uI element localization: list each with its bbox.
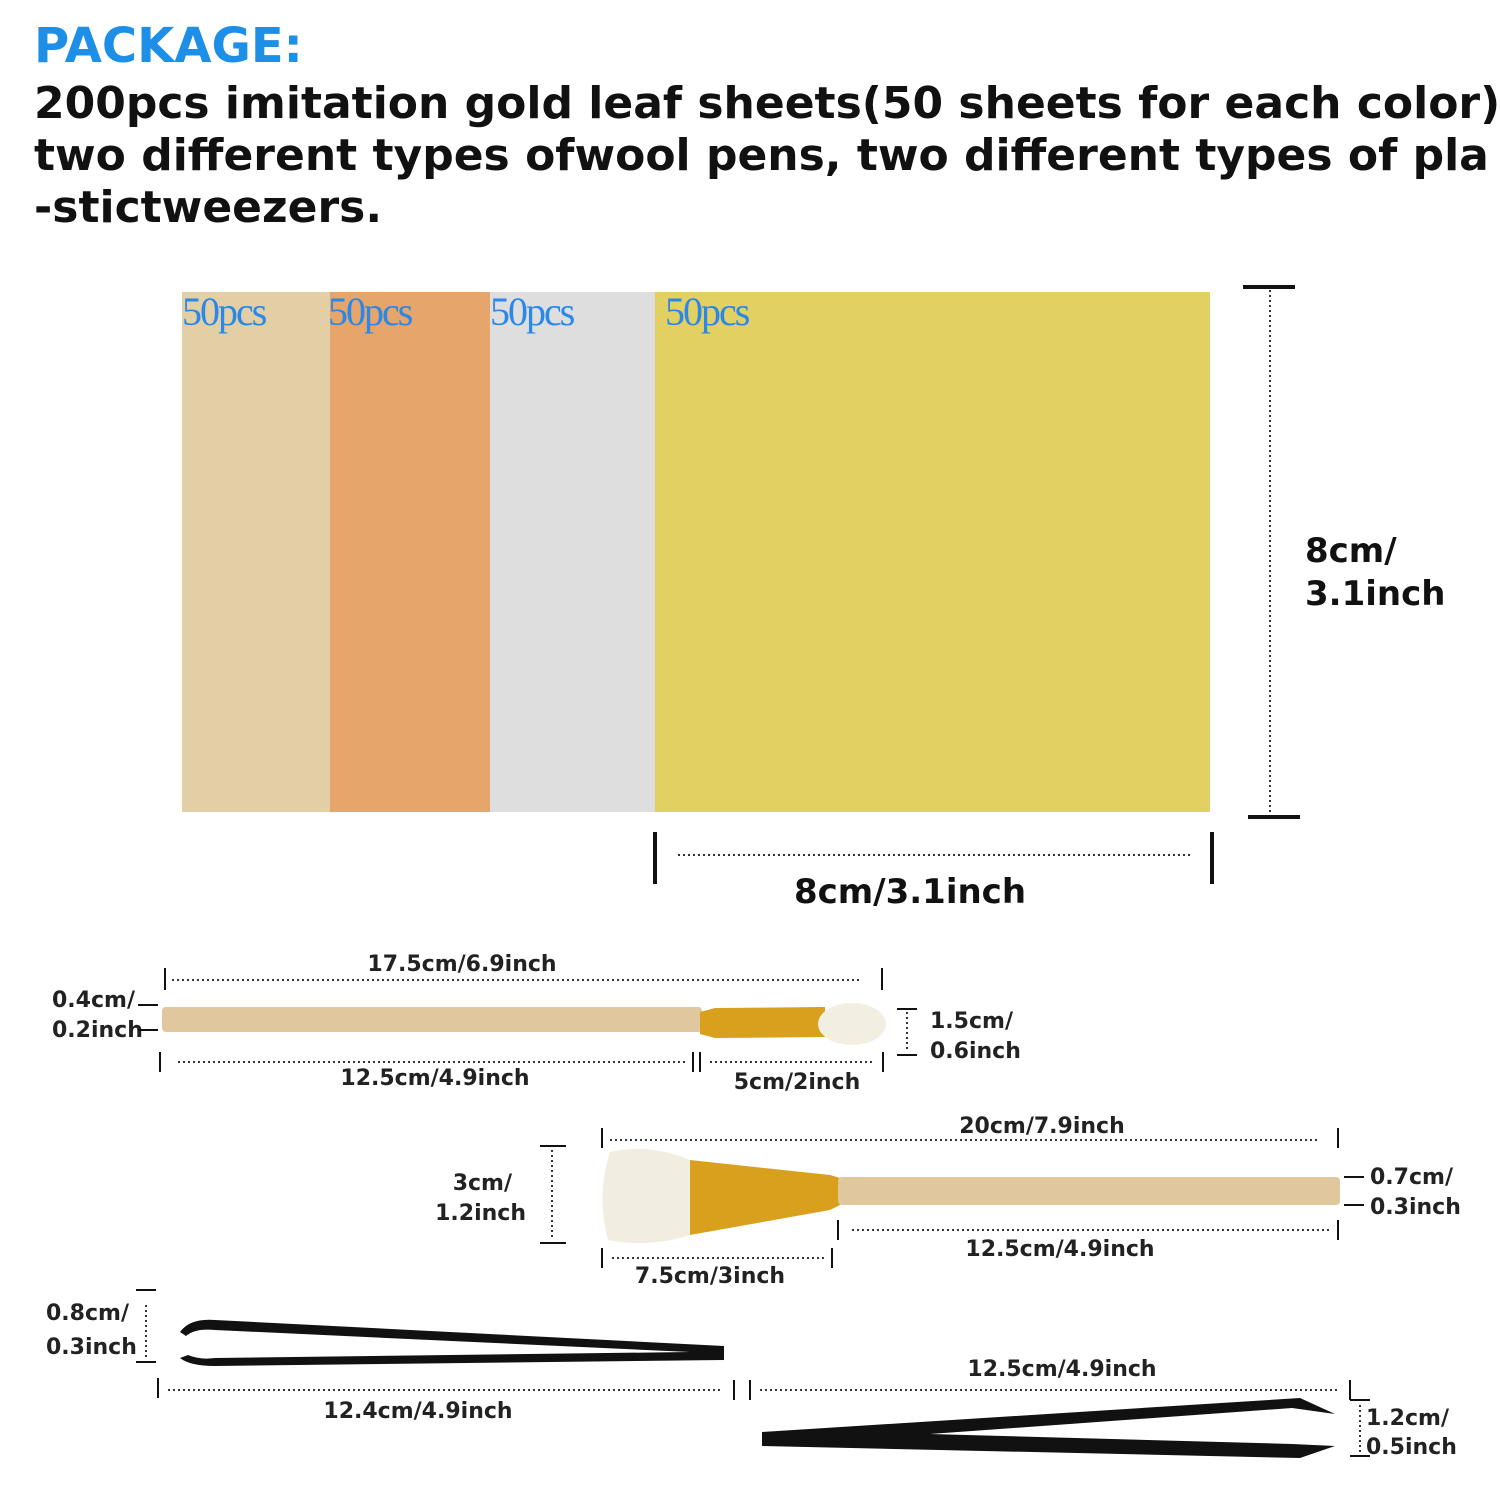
dimension-label: 8cm/ — [1305, 531, 1397, 571]
dimension-label: 0.3inch — [1370, 1195, 1461, 1220]
dimension-label: 12.5cm/4.9inch — [967, 1357, 1156, 1382]
title: PACKAGE: — [34, 18, 303, 74]
dimension-label: 1.2cm/ — [1366, 1406, 1450, 1431]
dimension-label: 3cm/ — [453, 1171, 513, 1196]
dimension-label: 0.6inch — [930, 1039, 1021, 1064]
dimension-label: 0.8cm/ — [46, 1301, 130, 1326]
sheet-label: 50pcs — [490, 289, 575, 334]
dimension-label: 12.5cm/4.9inch — [340, 1066, 529, 1091]
dimension-label: 1.5cm/ — [930, 1009, 1014, 1034]
dimension-label: 12.4cm/4.9inch — [323, 1399, 512, 1424]
dimension-label: 8cm/3.1inch — [794, 872, 1026, 912]
brush-handle — [162, 1007, 702, 1032]
brush-bristles — [818, 1003, 886, 1045]
dimension-label: 1.2inch — [435, 1201, 526, 1226]
tweezer — [180, 1319, 724, 1366]
dimension-label: 17.5cm/6.9inch — [367, 952, 556, 977]
brush-ferrule — [690, 1160, 840, 1235]
brush-bristles — [602, 1148, 690, 1244]
sheet — [490, 292, 656, 812]
tweezer — [762, 1398, 1335, 1458]
description-line: -stictweezers. — [34, 182, 382, 233]
dimension-label: 7.5cm/3inch — [635, 1264, 785, 1289]
sheet — [655, 292, 1210, 812]
dimension-label: 0.2inch — [52, 1018, 143, 1043]
sheet-label: 50pcs — [328, 289, 413, 334]
sheet-label: 50pcs — [665, 289, 750, 334]
sheet — [182, 292, 332, 812]
description-line: two different types ofwool pens, two dif… — [34, 130, 1489, 181]
brush-handle — [838, 1177, 1340, 1205]
sheet-label: 50pcs — [182, 289, 267, 334]
dimension-label: 20cm/7.9inch — [959, 1114, 1125, 1139]
brush-ferrule — [700, 1007, 825, 1038]
dimension-label: 0.4cm/ — [52, 988, 136, 1013]
dimension-label: 3.1inch — [1305, 574, 1445, 614]
description-line: 200pcs imitation gold leaf sheets(50 she… — [34, 78, 1500, 129]
sheet — [330, 292, 492, 812]
dimension-label: 0.5inch — [1366, 1435, 1457, 1460]
dimension-label: 5cm/2inch — [734, 1070, 861, 1095]
dimension-label: 12.5cm/4.9inch — [965, 1237, 1154, 1262]
dimension-label: 0.7cm/ — [1370, 1165, 1454, 1190]
dimension-label: 0.3inch — [46, 1335, 137, 1360]
